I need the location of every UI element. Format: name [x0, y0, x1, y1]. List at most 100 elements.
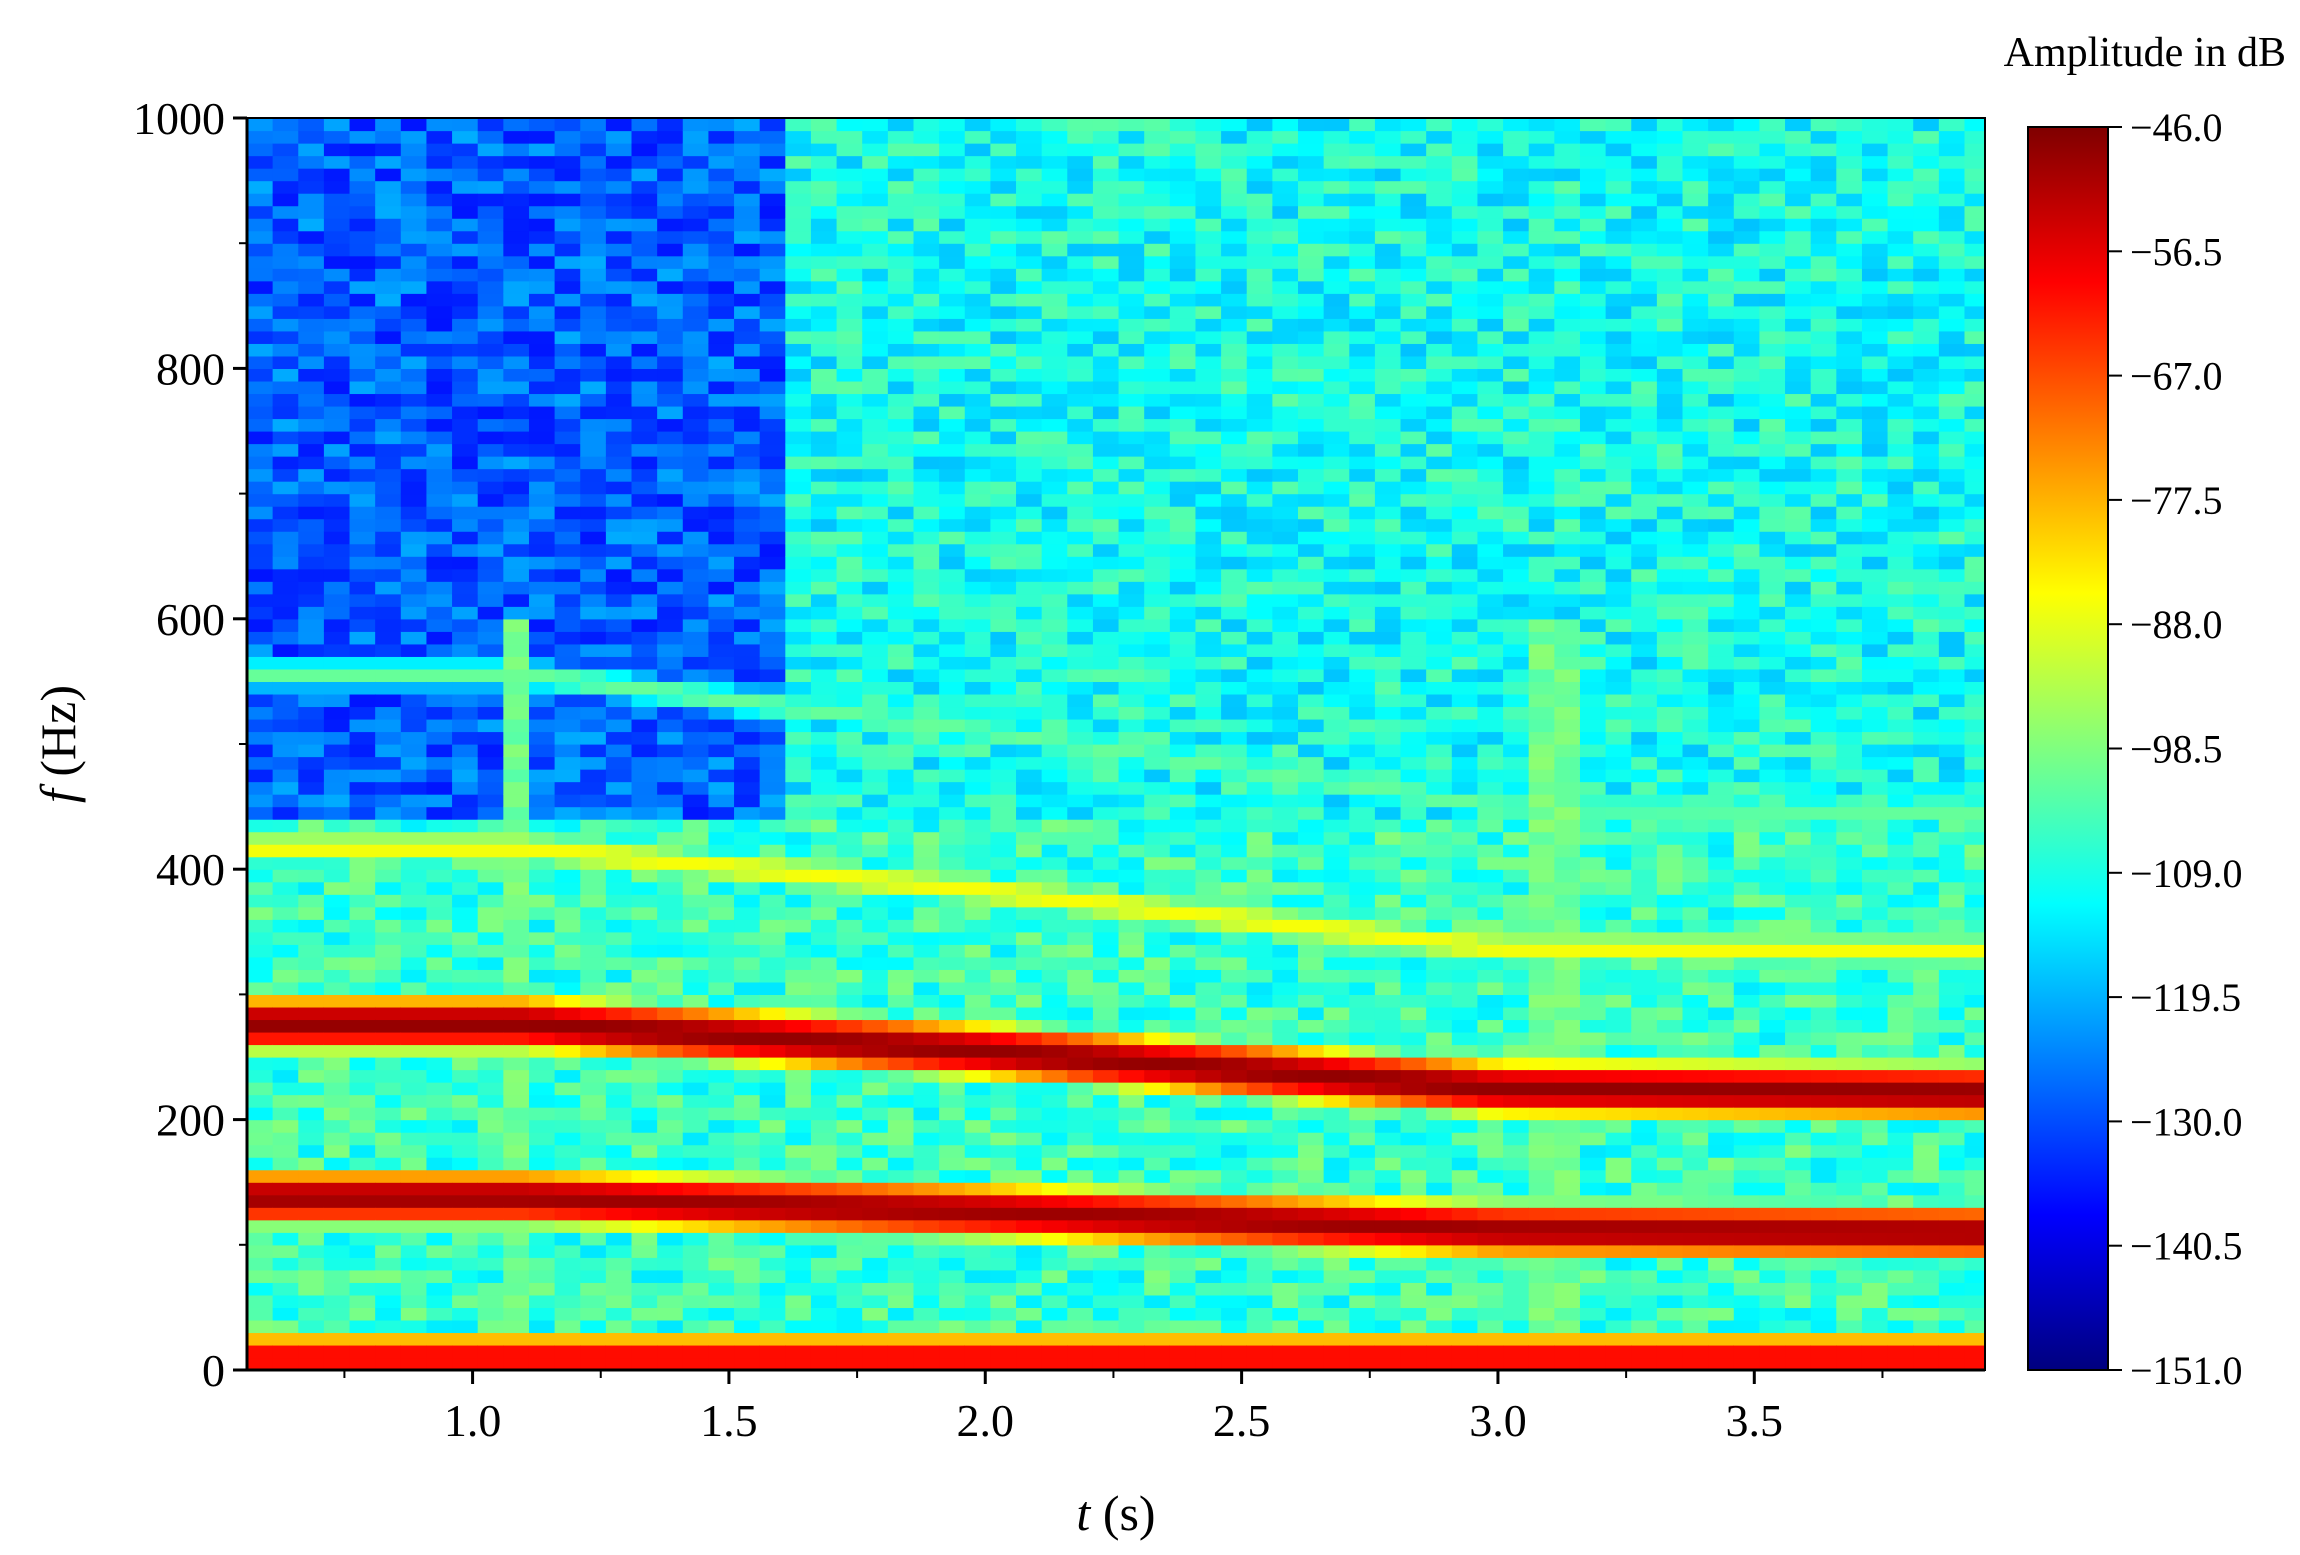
heatmap-cell	[1246, 656, 1273, 670]
heatmap-cell	[810, 1244, 838, 1258]
heatmap-cell	[1272, 443, 1299, 457]
heatmap-cell	[657, 268, 684, 282]
heatmap-cell	[1016, 706, 1043, 720]
heatmap-cell	[272, 268, 299, 282]
heatmap-cell	[1169, 255, 1197, 269]
heatmap-cell	[1092, 293, 1120, 307]
heatmap-cell	[528, 155, 556, 169]
heatmap-cell	[298, 668, 325, 682]
heatmap-cell	[298, 193, 325, 207]
heatmap-cell	[1272, 1144, 1299, 1158]
heatmap-cell	[836, 794, 863, 808]
heatmap-cell	[503, 819, 530, 833]
heatmap-cell	[990, 456, 1017, 470]
heatmap-cell	[1349, 143, 1376, 157]
heatmap-cell	[836, 556, 863, 570]
heatmap-cell	[1169, 518, 1197, 532]
heatmap-cell	[990, 693, 1017, 708]
heatmap-cell	[477, 1194, 504, 1208]
heatmap-cell	[375, 1219, 402, 1233]
heatmap-cell	[272, 1006, 299, 1021]
heatmap-cell	[349, 1119, 376, 1133]
heatmap-cell	[1298, 1144, 1325, 1158]
heatmap-cell	[400, 744, 428, 758]
heatmap-cell	[375, 706, 402, 720]
heatmap-cell	[1067, 856, 1094, 870]
heatmap-cell	[708, 1182, 735, 1196]
heatmap-cell	[503, 193, 530, 207]
heatmap-cell	[708, 1344, 735, 1359]
heatmap-cell	[298, 155, 325, 169]
heatmap-cell	[887, 856, 915, 870]
heatmap-cell	[1092, 693, 1120, 708]
heatmap-cell	[1144, 318, 1171, 332]
heatmap-cell	[1092, 1294, 1120, 1308]
heatmap-cell	[1272, 1219, 1299, 1233]
heatmap-cell	[247, 706, 274, 720]
heatmap-cell	[734, 1357, 761, 1371]
heatmap-cell	[810, 1019, 838, 1033]
heatmap-cell	[1169, 431, 1197, 445]
heatmap-cell	[734, 706, 761, 720]
heatmap-cell	[810, 631, 838, 645]
heatmap-cell	[1246, 468, 1273, 482]
heatmap-cell	[477, 1307, 504, 1321]
heatmap-cell	[964, 443, 991, 457]
heatmap-cell	[247, 493, 274, 507]
heatmap-cell	[1092, 305, 1120, 319]
heatmap-cell	[605, 1219, 633, 1233]
heatmap-cell	[1298, 1344, 1325, 1359]
heatmap-cell	[1503, 1207, 1530, 1221]
heatmap-cell	[657, 631, 684, 645]
heatmap-cell	[1349, 781, 1376, 795]
heatmap-cell	[426, 218, 453, 232]
heatmap-cell	[734, 693, 761, 708]
heatmap-cell	[657, 193, 684, 207]
heatmap-cell	[836, 1094, 863, 1108]
heatmap-cell	[477, 944, 504, 958]
heatmap-cell	[759, 1132, 786, 1146]
heatmap-cell	[477, 769, 504, 783]
heatmap-cell	[247, 1269, 274, 1283]
heatmap-cell	[862, 1069, 889, 1083]
heatmap-cell	[1067, 280, 1094, 294]
heatmap-cell	[554, 944, 581, 958]
heatmap-cell	[1400, 906, 1427, 920]
heatmap-cell	[1323, 944, 1350, 958]
heatmap-cell	[1323, 656, 1350, 670]
heatmap-cell	[1374, 1319, 1402, 1334]
heatmap-cell	[1426, 230, 1453, 244]
heatmap-cell	[1451, 668, 1479, 682]
heatmap-cell	[1092, 1069, 1120, 1083]
heatmap-cell	[1477, 731, 1504, 745]
heatmap-cell	[528, 681, 556, 695]
heatmap-cell	[862, 405, 889, 420]
heatmap-cell	[1169, 731, 1197, 745]
heatmap-cell	[1221, 1031, 1248, 1046]
heatmap-cell	[682, 405, 710, 420]
heatmap-cell	[631, 368, 658, 382]
heatmap-cell	[1272, 1282, 1299, 1296]
heatmap-cell	[426, 405, 453, 420]
heatmap-cell	[631, 293, 658, 307]
heatmap-cell	[400, 1119, 428, 1133]
heatmap-cell	[1118, 769, 1145, 783]
heatmap-cell	[298, 468, 325, 482]
heatmap-cell	[580, 681, 607, 695]
heatmap-cell	[400, 180, 428, 194]
heatmap-cell	[862, 493, 889, 507]
heatmap-cell	[1323, 280, 1350, 294]
heatmap-cell	[477, 330, 504, 344]
heatmap-cell	[990, 1257, 1017, 1271]
heatmap-cell	[272, 693, 299, 708]
heatmap-cell	[887, 1332, 915, 1346]
heatmap-cell	[887, 180, 915, 194]
heatmap-cell	[554, 1207, 581, 1221]
heatmap-cell	[1067, 1144, 1094, 1158]
heatmap-cell	[426, 1182, 453, 1196]
heatmap-cell	[913, 130, 940, 144]
heatmap-cell	[887, 456, 915, 470]
heatmap-cell	[247, 819, 274, 833]
heatmap-cell	[1067, 118, 1094, 132]
heatmap-cell	[1246, 1132, 1273, 1146]
